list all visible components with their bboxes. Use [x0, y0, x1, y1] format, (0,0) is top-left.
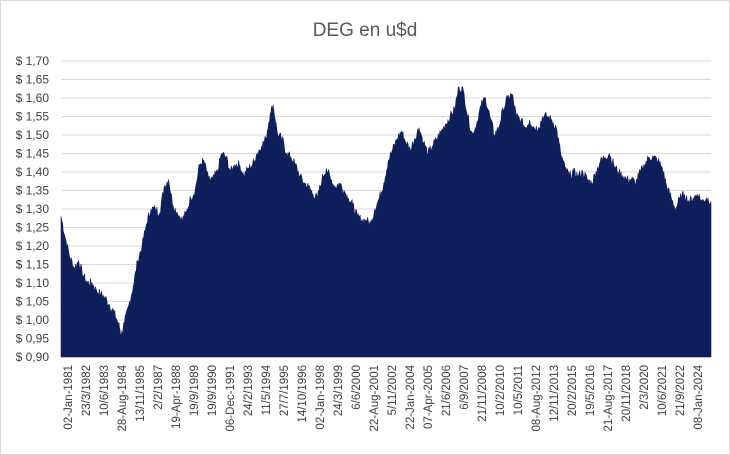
y-tick-label: $ 1,40	[16, 165, 50, 179]
chart-title: DEG en u$d	[313, 20, 418, 41]
x-tick-label: 6/6/2000	[351, 365, 363, 410]
x-tick-label: 10/6/1983	[99, 365, 111, 416]
x-tick-label: 10/6/2021	[657, 365, 669, 416]
y-tick-label: $ 1,20	[16, 239, 50, 253]
y-tick-label: $ 1,45	[16, 147, 50, 161]
x-tick-label: 22-Aug-2001	[369, 365, 381, 432]
x-tick-label: 6/9/2007	[459, 365, 471, 410]
y-tick-label: $ 1,15	[16, 258, 50, 272]
x-tick-label: 19/9/1990	[207, 365, 219, 416]
x-tick-label: 02-Jan-1981	[63, 365, 75, 430]
y-tick-label: $ 1,25	[16, 221, 50, 235]
x-tick-label: 06-Dec-1991	[225, 365, 237, 431]
x-tick-label: 19/9/1989	[189, 365, 201, 416]
y-tick-label: $ 1,10	[16, 276, 50, 290]
y-tick-label: $ 1,70	[16, 54, 50, 68]
y-tick-label: $ 0,95	[16, 332, 50, 346]
y-tick-label: $ 1,35	[16, 184, 50, 198]
x-tick-label: 21/9/2022	[675, 365, 687, 416]
x-tick-label: 02-Jan-1998	[315, 365, 327, 430]
x-tick-label: 10/2/2010	[495, 365, 507, 416]
x-tick-label: 11/5/1994	[261, 364, 273, 415]
y-axis-ticks: $ 0,90 $ 0,95 $ 1,00 $ 1,05 $ 1,10 $ 1,15 $ 1,…	[16, 54, 50, 364]
y-tick-label: $ 1,50	[16, 128, 50, 142]
x-tick-label: 2/2/1987	[153, 365, 165, 410]
x-tick-label: 22-Jan-2004	[405, 364, 417, 429]
x-tick-label: 27/7/1995	[279, 365, 291, 416]
x-tick-label: 08-Jan-2024	[693, 364, 705, 429]
y-tick-label: $ 1,60	[16, 91, 50, 105]
x-tick-label: 23/3/1982	[81, 365, 93, 416]
x-tick-label: 21-Aug-2017	[603, 365, 615, 432]
y-tick-label: $ 1,05	[16, 295, 50, 309]
x-axis-ticks: 02-Jan-1981 23/3/1982 10/6/1983 28-Aug-1984…	[63, 364, 705, 431]
y-tick-label: $ 1,65	[16, 73, 50, 87]
x-tick-label: 2/3/2020	[639, 365, 651, 410]
series-area	[60, 86, 712, 358]
x-tick-label: 08-Aug-2012	[531, 365, 543, 432]
x-tick-label: 13/11/1985	[135, 365, 147, 422]
x-tick-label: 20/2/2015	[567, 365, 579, 416]
x-tick-label: 5/11/2002	[387, 365, 399, 415]
y-tick-label: $ 1,00	[16, 313, 50, 327]
y-tick-label: $ 0,90	[16, 350, 50, 364]
x-tick-label: 07-Apr-2005	[423, 365, 435, 429]
x-tick-label: 19-Apr-1988	[171, 365, 183, 429]
y-tick-label: $ 1,55	[16, 110, 50, 124]
x-tick-label: 10/5/2011	[513, 365, 525, 415]
x-tick-label: 21/6/2006	[441, 365, 453, 416]
x-tick-label: 21/11/2008	[477, 365, 489, 422]
x-tick-label: 24/2/1993	[243, 365, 255, 416]
y-tick-label: $ 1,30	[16, 202, 50, 216]
x-tick-label: 12/11/2013	[549, 365, 561, 422]
x-tick-label: 20/11/2018	[621, 365, 633, 422]
x-tick-label: 14/10/1996	[297, 365, 309, 423]
x-tick-label: 24/3/1999	[333, 365, 345, 416]
x-tick-label: 19/5/2016	[585, 365, 597, 416]
x-tick-label: 28-Aug-1984	[117, 364, 129, 431]
